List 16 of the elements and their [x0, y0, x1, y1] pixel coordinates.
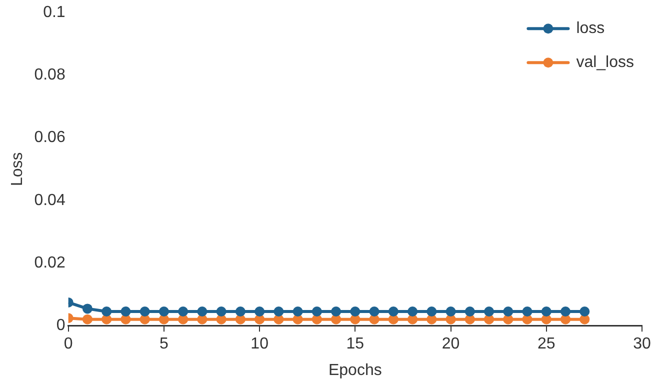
- y-tick-label: 0.04: [34, 192, 66, 209]
- x-tick-label: 10: [250, 336, 269, 353]
- y-axis-title: Loss: [9, 152, 26, 186]
- y-tick-label: 0.06: [34, 129, 66, 146]
- legend-label: loss: [576, 20, 605, 38]
- x-tick-label: 25: [537, 336, 556, 353]
- y-tick-label: 0.1: [43, 4, 66, 22]
- y-tick-label: 0.08: [34, 66, 66, 84]
- x-tick-label: 20: [442, 336, 460, 353]
- x-tick-label: 30: [633, 336, 651, 353]
- y-tick-label: 0: [56, 317, 66, 334]
- y-tick-label: 0.02: [34, 254, 66, 272]
- legend-label: val_loss: [576, 54, 634, 72]
- x-tick-label: 15: [346, 336, 364, 353]
- x-tick-label: 5: [159, 336, 168, 353]
- x-axis-title: Epochs: [328, 362, 382, 379]
